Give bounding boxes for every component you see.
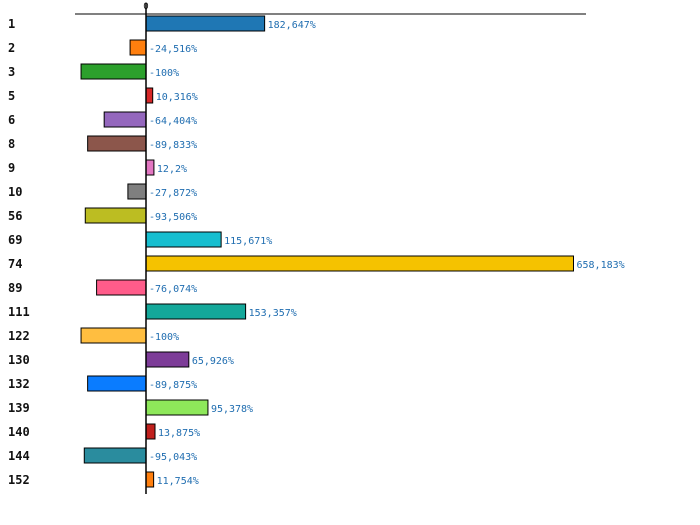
value-label-139: 95,378% xyxy=(211,404,253,415)
category-label-139: 139 xyxy=(8,401,30,415)
category-label-8: 8 xyxy=(8,137,15,151)
bar-89 xyxy=(96,279,147,296)
bar-10 xyxy=(127,183,147,200)
bar-1 xyxy=(145,15,266,32)
category-label-132: 132 xyxy=(8,377,30,391)
bar-8 xyxy=(87,135,147,152)
value-label-140: 13,875% xyxy=(158,428,200,439)
bar-3 xyxy=(80,63,147,80)
category-label-56: 56 xyxy=(8,209,22,223)
value-label-144: -95,043% xyxy=(149,452,197,463)
bar-130 xyxy=(145,351,190,368)
category-label-152: 152 xyxy=(8,473,30,487)
value-label-152: 11,754% xyxy=(157,476,199,487)
bar-111 xyxy=(145,303,247,320)
value-label-56: -93,506% xyxy=(149,212,197,223)
category-label-9: 9 xyxy=(8,161,15,175)
category-label-1: 1 xyxy=(8,17,15,31)
bar-144 xyxy=(83,447,147,464)
value-labels: 182,647% -24,516% -100% 10,316% -64,404% -89,… xyxy=(149,20,625,487)
bar-74 xyxy=(145,255,574,272)
category-label-130: 130 xyxy=(8,353,30,367)
bar-69 xyxy=(145,231,222,248)
value-label-130: 65,926% xyxy=(192,356,234,367)
bar-152 xyxy=(145,471,155,488)
category-label-3: 3 xyxy=(8,65,15,79)
bar-2 xyxy=(129,39,147,56)
value-label-5: 10,316% xyxy=(156,92,198,103)
category-label-10: 10 xyxy=(8,185,22,199)
bar-56 xyxy=(84,207,147,224)
bar-139 xyxy=(145,399,209,416)
category-label-69: 69 xyxy=(8,233,22,247)
category-label-6: 6 xyxy=(8,113,15,127)
value-label-74: 658,183% xyxy=(576,260,624,271)
category-label-74: 74 xyxy=(8,257,22,271)
category-label-140: 140 xyxy=(8,425,30,439)
category-label-5: 5 xyxy=(8,89,15,103)
bars-group xyxy=(80,15,574,488)
bar-6 xyxy=(103,111,147,128)
bar-5 xyxy=(145,87,154,104)
bar-132 xyxy=(87,375,147,392)
value-label-8: -89,833% xyxy=(149,140,197,151)
category-label-2: 2 xyxy=(8,41,15,55)
value-label-10: -27,872% xyxy=(149,188,197,199)
category-label-144: 144 xyxy=(8,449,30,463)
category-labels: 1235689105669748911112213013213914014415… xyxy=(8,17,30,487)
category-label-111: 111 xyxy=(8,305,30,319)
category-label-122: 122 xyxy=(8,329,30,343)
value-label-9: 12,2% xyxy=(157,164,187,175)
value-label-3: -100% xyxy=(149,68,179,79)
value-label-6: -64,404% xyxy=(149,116,197,127)
value-label-1: 182,647% xyxy=(268,20,316,31)
bar-9 xyxy=(145,159,155,176)
value-label-132: -89,875% xyxy=(149,380,197,391)
value-label-122: -100% xyxy=(149,332,179,343)
value-label-2: -24,516% xyxy=(149,44,197,55)
category-label-89: 89 xyxy=(8,281,22,295)
value-label-111: 153,357% xyxy=(249,308,297,319)
value-label-89: -76,074% xyxy=(149,284,197,295)
value-label-69: 115,671% xyxy=(224,236,272,247)
bar-122 xyxy=(80,327,147,344)
bar-140 xyxy=(145,423,156,440)
